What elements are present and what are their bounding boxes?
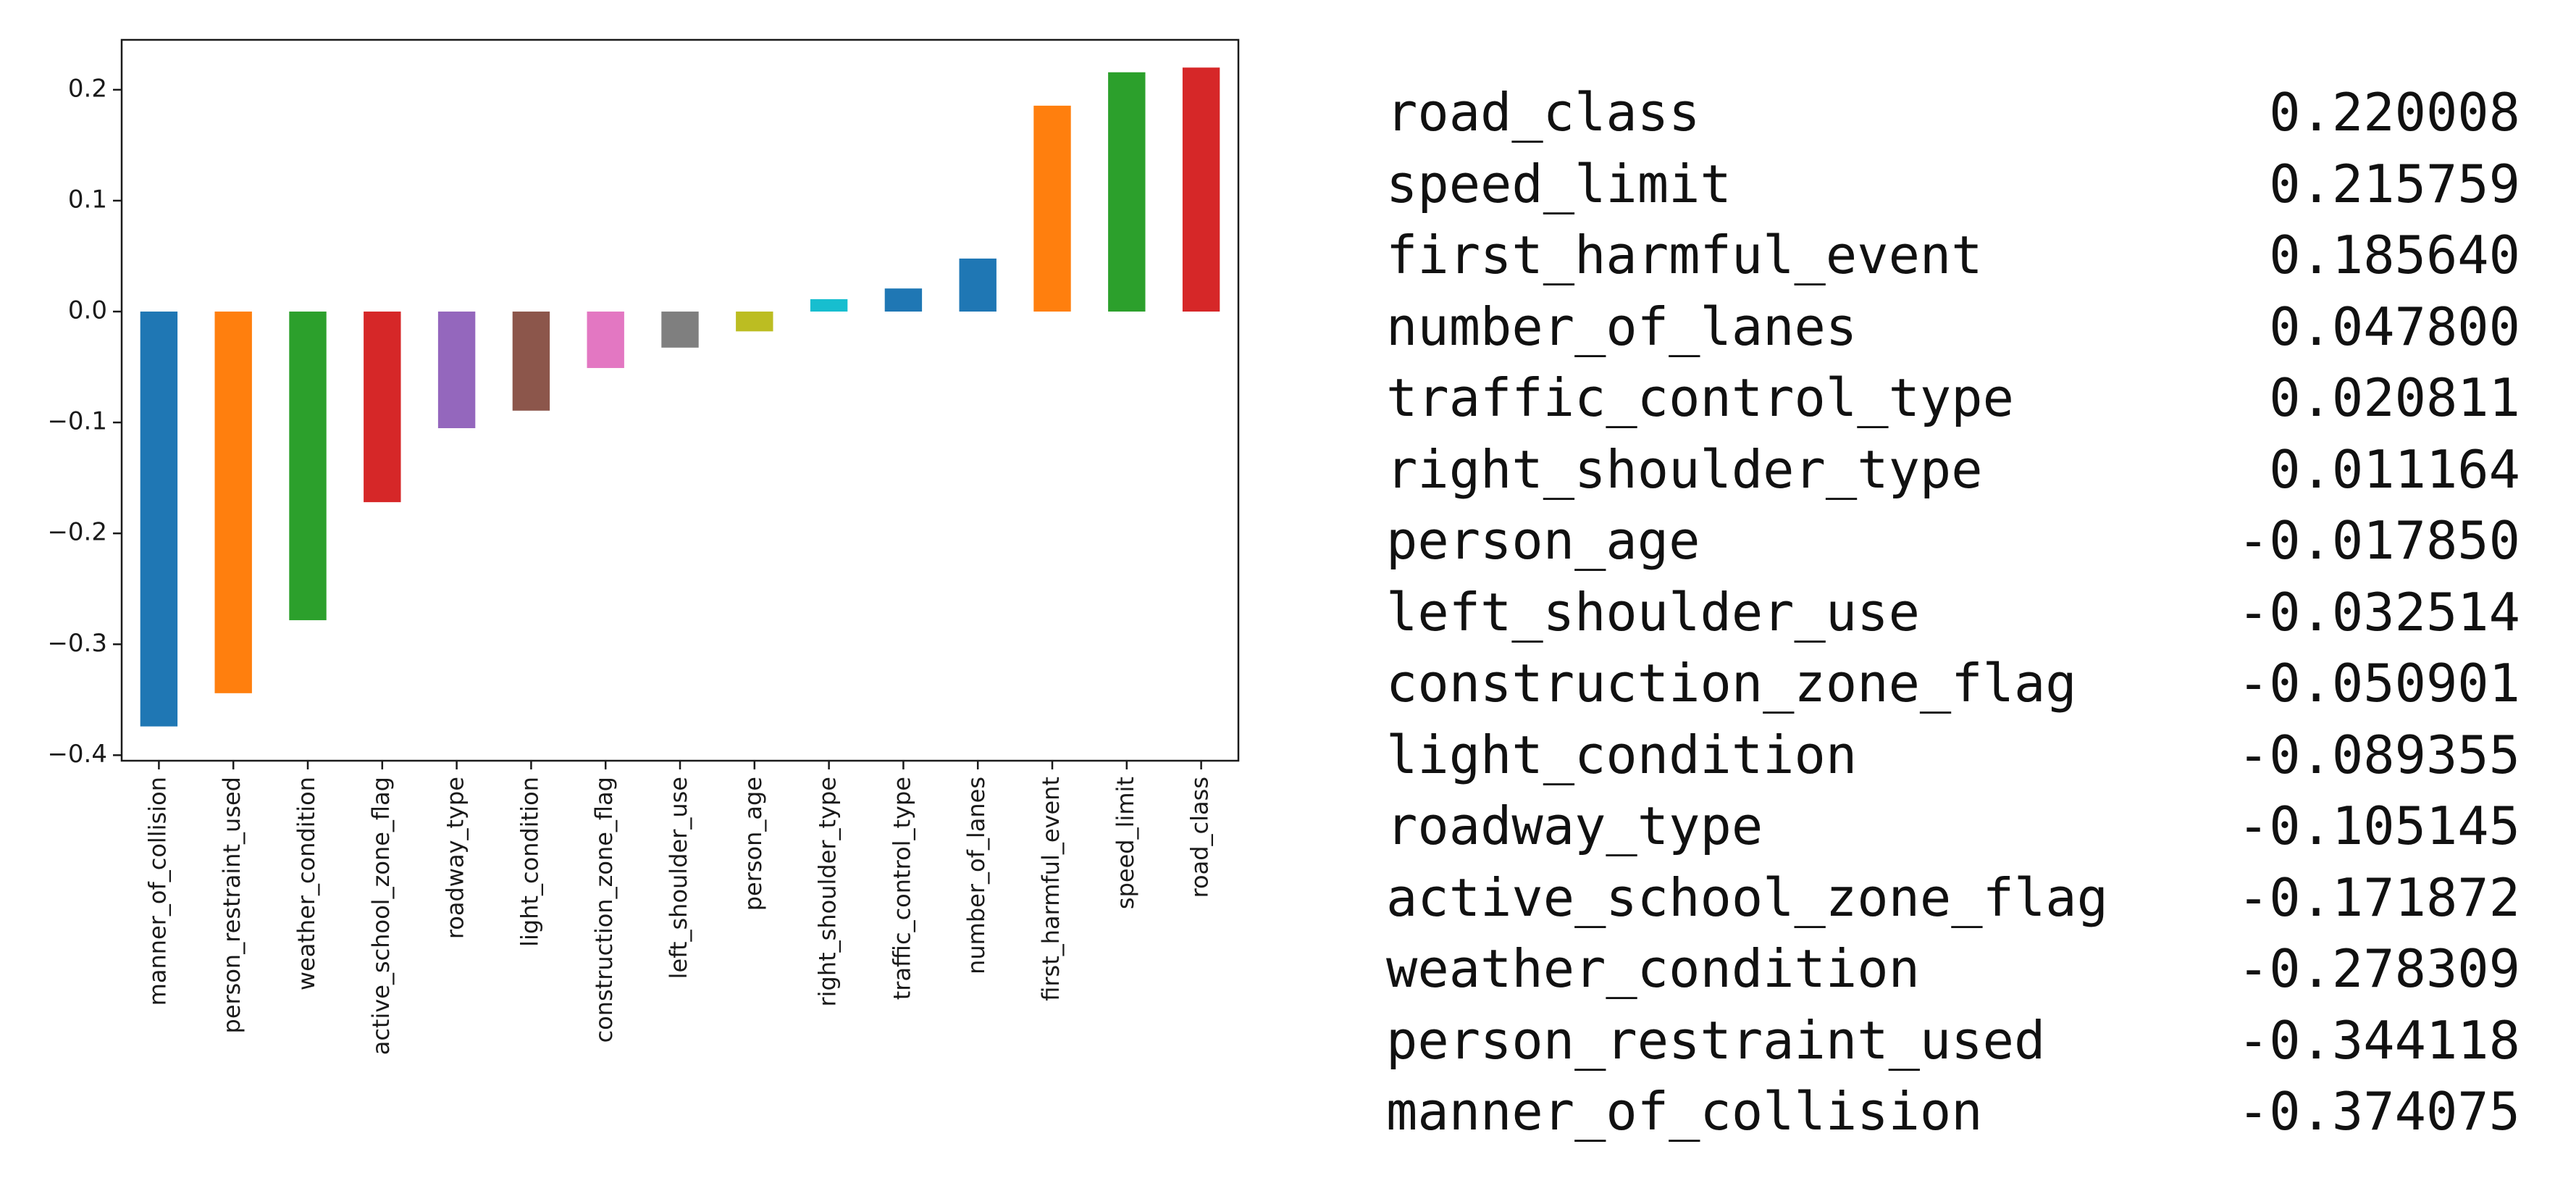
- feature-name: roadway_type: [1386, 795, 1763, 856]
- feature-name: person_age: [1386, 510, 1700, 571]
- bar-person-age: [736, 312, 773, 332]
- x-tick-label: construction_zone_flag: [590, 777, 618, 1043]
- bar-right-shoulder-type: [810, 298, 848, 312]
- correlation-value: 0.011164: [2269, 438, 2520, 500]
- table-row: active_school_zone_flag -0.171872: [1376, 862, 2549, 934]
- plot-frame: [120, 38, 1240, 762]
- y-tick-label: 0.1: [68, 185, 107, 214]
- bar-first-harmful-event: [1033, 105, 1071, 312]
- bar-active-school-zone-flag: [364, 312, 401, 503]
- feature-name: right_shoulder_type: [1386, 438, 1983, 500]
- x-axis: manner_of_collision person_restraint_used…: [143, 761, 1214, 1055]
- table-row: first_harmful_event 0.185640: [1376, 220, 2549, 291]
- table-row: manner_of_collision -0.374075: [1376, 1076, 2549, 1148]
- bar-road-class: [1182, 67, 1220, 312]
- table-row: traffic_control_type 0.020811: [1376, 362, 2549, 434]
- y-axis: 0.2 0.1 0.0 −0.1 −0.2 −0.3 −0.4: [47, 74, 122, 769]
- correlation-value: 0.020811: [2269, 367, 2520, 428]
- bar-group: [140, 67, 1220, 727]
- correlation-value: 0.215759: [2269, 153, 2520, 214]
- table-row: weather_condition -0.278309: [1376, 933, 2549, 1005]
- correlation-value: 0.047800: [2269, 296, 2520, 357]
- bar-left-shoulder-use: [661, 312, 699, 348]
- feature-name: person_restraint_used: [1386, 1009, 2046, 1071]
- correlation-value: -0.050901: [2237, 653, 2520, 714]
- y-tick-label: −0.4: [47, 740, 107, 769]
- table-row: person_age -0.017850: [1376, 505, 2549, 577]
- bar-chart: 0.2 0.1 0.0 −0.1 −0.2 −0.3 −0.4 manner_of_coll…: [47, 38, 1240, 1055]
- table-row: right_shoulder_type 0.011164: [1376, 434, 2549, 506]
- bar-construction-zone-flag: [587, 312, 624, 368]
- correlation-value: -0.105145: [2237, 795, 2520, 856]
- x-tick-label: first_harmful_event: [1037, 777, 1065, 1001]
- x-tick-label: traffic_control_type: [888, 777, 915, 1000]
- table-row: left_shoulder_use -0.032514: [1376, 577, 2549, 648]
- table-row: road_class 0.220008: [1376, 77, 2549, 149]
- feature-name: number_of_lanes: [1386, 296, 1858, 357]
- correlation-value: 0.220008: [2269, 82, 2520, 143]
- x-tick-label: speed_limit: [1112, 777, 1139, 909]
- table-row: roadway_type -0.105145: [1376, 790, 2549, 862]
- bar-light-condition: [512, 312, 550, 411]
- table-row: speed_limit 0.215759: [1376, 149, 2549, 220]
- correlation-value: -0.278309: [2237, 938, 2520, 999]
- bar-number-of-lanes: [959, 258, 997, 312]
- table-row: construction_zone_flag -0.050901: [1376, 648, 2549, 719]
- bar-roadway-type: [437, 312, 476, 428]
- bar-weather-condition: [289, 312, 327, 621]
- bar-traffic-control-type: [884, 288, 923, 312]
- x-tick-label: person_age: [739, 777, 767, 911]
- bar-manner-of-collision: [140, 312, 178, 727]
- y-tick-label: −0.3: [47, 629, 107, 658]
- x-tick-label: manner_of_collision: [143, 777, 171, 1006]
- x-tick-label: road_class: [1186, 777, 1214, 898]
- y-tick-label: −0.2: [47, 518, 107, 547]
- x-tick-label: left_shoulder_use: [665, 777, 692, 979]
- x-tick-label: right_shoulder_type: [814, 777, 842, 1007]
- feature-name: left_shoulder_use: [1386, 581, 1920, 643]
- x-tick-label: weather_condition: [293, 777, 320, 990]
- feature-name: construction_zone_flag: [1386, 653, 2077, 714]
- x-tick-label: person_restraint_used: [218, 777, 246, 1033]
- correlation-value: 0.185640: [2269, 225, 2520, 285]
- feature-name: traffic_control_type: [1386, 367, 2014, 428]
- feature-name: active_school_zone_flag: [1386, 866, 2108, 928]
- feature-name: light_condition: [1386, 724, 1858, 785]
- bar-person-restraint-used: [214, 312, 252, 693]
- x-tick-label: number_of_lanes: [962, 777, 990, 974]
- table-row: person_restraint_used -0.344118: [1376, 1005, 2549, 1077]
- x-tick-label: active_school_zone_flag: [367, 777, 395, 1055]
- correlation-value: -0.017850: [2237, 510, 2520, 571]
- bar-speed-limit: [1108, 72, 1146, 312]
- correlation-table: road_class 0.220008 speed_limit 0.215759 fir…: [1376, 77, 2549, 1156]
- correlation-value: -0.374075: [2237, 1081, 2520, 1142]
- y-tick-label: 0.0: [68, 296, 107, 325]
- correlation-value: -0.171872: [2237, 866, 2520, 928]
- feature-name: speed_limit: [1386, 153, 1732, 214]
- x-tick-label: roadway_type: [442, 777, 469, 939]
- feature-name: weather_condition: [1386, 938, 1920, 999]
- table-row: light_condition -0.089355: [1376, 719, 2549, 791]
- correlation-value: -0.032514: [2237, 581, 2520, 643]
- correlation-value: -0.089355: [2237, 724, 2520, 785]
- feature-name: manner_of_collision: [1386, 1081, 1983, 1142]
- y-tick-label: −0.1: [47, 407, 107, 436]
- correlation-value: -0.344118: [2237, 1009, 2520, 1071]
- feature-name: road_class: [1386, 82, 1700, 143]
- x-tick-label: light_condition: [516, 777, 543, 947]
- feature-name: first_harmful_event: [1386, 225, 1983, 285]
- table-row: number_of_lanes 0.047800: [1376, 291, 2549, 363]
- y-tick-label: 0.2: [68, 74, 107, 103]
